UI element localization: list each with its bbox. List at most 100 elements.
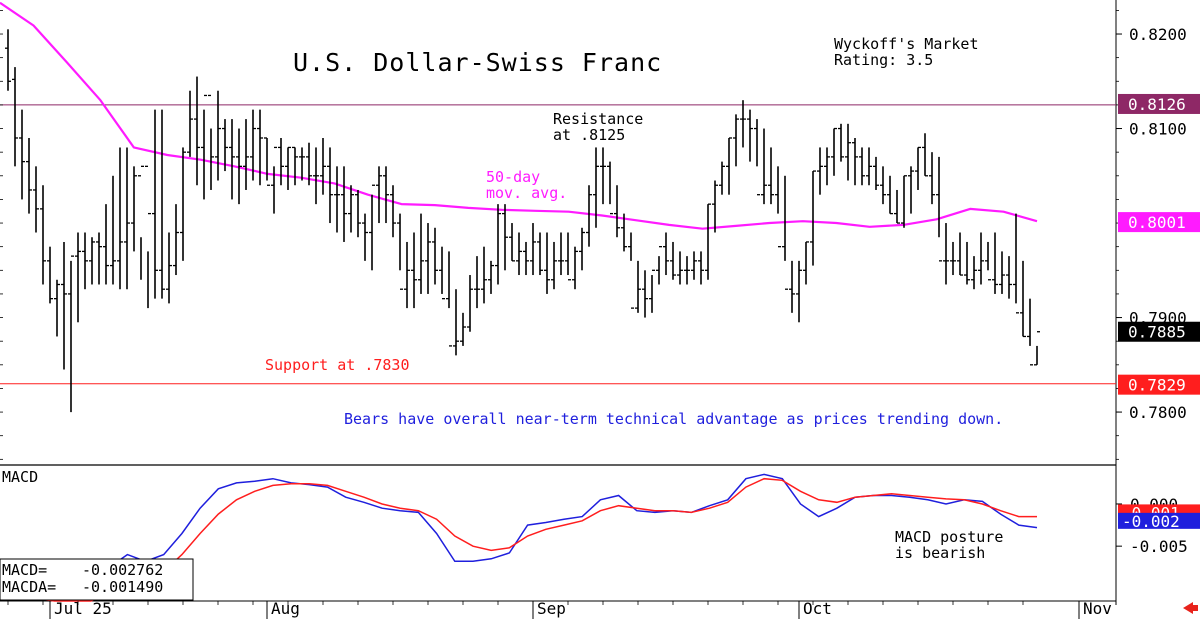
- ma-label-2: mov. avg.: [486, 184, 567, 202]
- ohlc-bar: [530, 223, 536, 276]
- ohlc-bar: [131, 166, 137, 252]
- ohlc-bar: [502, 204, 508, 271]
- ohlc-bar: [411, 232, 417, 309]
- ohlc-bar: [670, 241, 676, 280]
- ohlc-bar: [516, 232, 522, 276]
- ohlc-bar: [796, 260, 802, 323]
- ohlc-bar: [334, 166, 340, 233]
- ohlc-bar: [250, 109, 256, 181]
- ohlc-bar: [446, 251, 452, 347]
- ohlc-bar: [698, 251, 704, 285]
- ohlc-bar: [922, 133, 928, 177]
- ohlc-bar: [551, 241, 557, 290]
- ohlc-bar: [418, 213, 424, 294]
- ohlc-bar: [376, 166, 382, 224]
- ohlc-bar: [1027, 298, 1033, 366]
- ohlc-bar: [733, 114, 739, 167]
- ohlc-bar: [460, 312, 466, 346]
- ohlc-bar: [628, 232, 634, 309]
- ohlc-bar: [439, 246, 445, 300]
- ohlc-bar: [824, 147, 830, 186]
- ohlc-bar: [222, 119, 228, 172]
- ohlc-bar: [775, 166, 781, 248]
- ohlc-bar: [278, 137, 284, 186]
- ohlc-bar: [880, 166, 886, 205]
- ohlc-bar: [404, 241, 410, 309]
- ohlc-bar: [957, 232, 963, 276]
- ohlc-bar: [1006, 256, 1012, 299]
- ohlc-bar: [355, 189, 361, 238]
- ohlc-bar: [138, 165, 144, 280]
- ohlc-bar: [810, 170, 816, 266]
- ohlc-bar: [572, 246, 578, 290]
- ohlc-bar: [782, 175, 788, 290]
- ohlc-bar: [712, 180, 718, 233]
- macd-annotation-1: MACD posture: [895, 528, 1003, 546]
- y-tick-label: 0.7800: [1129, 403, 1187, 422]
- price-tag: 0.7885: [1118, 321, 1200, 342]
- ohlc-bar: [292, 146, 298, 186]
- ohlc-bar: [201, 94, 207, 200]
- ohlc-bar: [509, 223, 515, 262]
- ohlc-bar: [320, 137, 326, 195]
- ma-label-1: 50-day: [486, 168, 540, 186]
- ohlc-bar: [901, 175, 907, 228]
- ohlc-bar: [873, 156, 879, 190]
- ohlc-bar: [719, 161, 725, 195]
- resistance-label-1: Resistance: [553, 110, 643, 128]
- ohlc-bar: [684, 256, 690, 285]
- x-tick-label: Oct: [803, 599, 832, 618]
- macd-panel-title: MACD: [2, 468, 38, 486]
- ohlc-bar: [852, 137, 858, 186]
- support-label: Support at .7830: [265, 356, 410, 374]
- ohlc-bar: [68, 255, 74, 413]
- ohlc-bar: [495, 204, 501, 285]
- x-tick-label: Nov: [1083, 599, 1112, 618]
- reference-lines: [0, 104, 1116, 385]
- ohlc-bar: [285, 146, 291, 190]
- ohlc-bar: [397, 213, 403, 290]
- ohlc-bar: [89, 237, 95, 285]
- price-tag: 0.7829: [1118, 374, 1200, 395]
- readout-macd-label: MACD=: [2, 561, 47, 579]
- ohlc-bar: [229, 119, 235, 200]
- ohlc-bar: [96, 232, 102, 285]
- ohlc-bar: [971, 256, 977, 290]
- ohlc-bar: [82, 232, 88, 290]
- resistance-label-2: at .8125: [553, 126, 625, 144]
- ohlc-bar: [54, 279, 60, 337]
- price-tag-label: 0.8126: [1128, 95, 1186, 114]
- price-tag-label: 0.8001: [1128, 213, 1186, 232]
- ohlc-bar: [600, 147, 606, 205]
- trend-annotation: Bears have overall near-term technical a…: [344, 410, 1003, 428]
- scroll-left-arrow-icon[interactable]: [1183, 602, 1198, 614]
- ohlc-bar: [677, 251, 683, 285]
- ohlc-bar: [19, 109, 25, 200]
- ohlc-bar: [453, 289, 459, 356]
- ohlc-bar: [649, 269, 655, 313]
- ohlc-bar: [1034, 331, 1040, 366]
- ohlc-bar: [5, 29, 11, 91]
- ohlc-bar: [950, 241, 956, 276]
- ohlc-bar: [558, 232, 564, 276]
- ohlc-bar: [544, 232, 550, 294]
- ohlc-bar: [838, 123, 844, 162]
- readout-macda-value: -0.001490: [82, 578, 163, 596]
- ma-line: [0, 1, 1038, 230]
- ohlc-bar: [866, 147, 872, 186]
- ohlc-bar: [726, 137, 732, 195]
- ohlc-bar: [705, 203, 711, 280]
- ohlc-bar: [831, 127, 837, 176]
- ohlc-bar: [124, 147, 130, 290]
- ohlc-bar: [761, 128, 767, 205]
- ohlc-bar: [635, 260, 641, 313]
- ohlc-bar: [12, 67, 18, 167]
- ohlc-bar: [215, 90, 221, 181]
- price-tag-box: [1118, 374, 1200, 395]
- ohlc-bar: [747, 109, 753, 162]
- ohlc-bar: [40, 185, 46, 285]
- moving-average: [0, 1, 1038, 230]
- ohlc-bar: [145, 165, 151, 309]
- ohlc-bar: [110, 175, 116, 285]
